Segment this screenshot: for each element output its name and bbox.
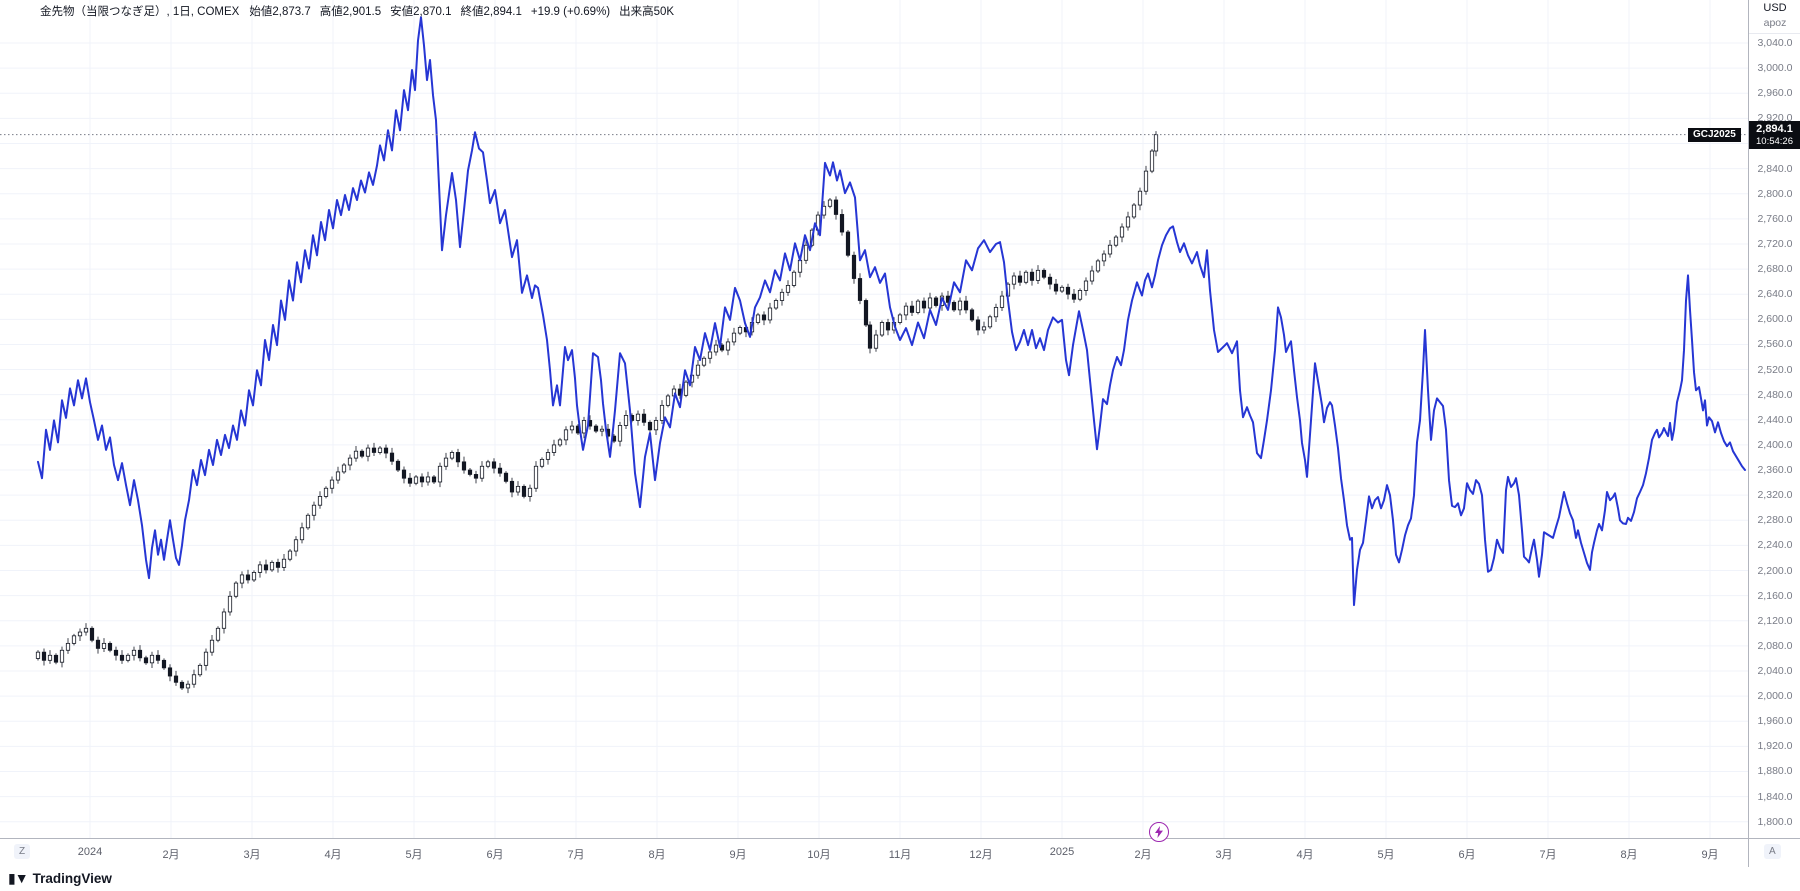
time-tick-label: 10月 [807, 849, 831, 861]
timezone-button[interactable]: Z [14, 844, 31, 859]
ohlc-item: 始値2,873.7 [249, 6, 311, 18]
price-tick-label: 2,560.0 [1757, 338, 1793, 351]
price-chart-plot[interactable] [0, 0, 1748, 838]
currency-label: USD [1763, 2, 1787, 14]
price-tick-label: 1,880.0 [1757, 765, 1793, 778]
symbol-legend[interactable]: 金先物（当限つなぎ足）, 1日, COMEX 始値2,873.7 高値2,901.5… [40, 3, 683, 19]
lightning-bolt-icon [1155, 826, 1163, 838]
ohlc-item: 安値2,870.1 [390, 6, 452, 18]
price-tick-label: 2,800.0 [1757, 187, 1793, 200]
event-lightning-icon[interactable] [1149, 822, 1169, 842]
price-tick-label: 2,240.0 [1757, 539, 1793, 552]
bar-countdown: 10:54:26 [1756, 135, 1793, 147]
time-tick-label: 7月 [1539, 849, 1557, 861]
price-tick-label: 2,840.0 [1757, 162, 1793, 175]
time-tick-label: 2025 [1049, 846, 1075, 858]
price-tick-label: 2,000.0 [1757, 690, 1793, 703]
axis-corner-divider [1748, 839, 1749, 867]
price-tick-label: 1,960.0 [1757, 715, 1793, 728]
time-tick-label: 9月 [1701, 849, 1719, 861]
last-price-label: 2,894.1 10:54:26 [1749, 120, 1800, 149]
price-tick-label: 2,160.0 [1757, 589, 1793, 602]
last-price-ticker-label: GCJ2025 [1688, 127, 1741, 142]
tradingview-wordmark: TradingView [32, 871, 112, 886]
price-tick-label: 2,440.0 [1757, 413, 1793, 426]
time-axis[interactable]: Z 2024 2月 3月 4月 5月 6月 7月 8月 9月 10月 11月 12月 2025 2月 3月 4… [0, 838, 1800, 867]
price-tick-label: 2,760.0 [1757, 212, 1793, 225]
price-tick-label: 2,600.0 [1757, 313, 1793, 326]
symbol-title[interactable]: 金先物（当限つなぎ足）, 1日, COMEX [40, 6, 240, 18]
unit-label: apoz [1763, 17, 1787, 29]
price-tick-label: 2,960.0 [1757, 87, 1793, 100]
time-tick-label: 6月 [486, 849, 504, 861]
ohlc-item: +19.9 (+0.69%) [530, 6, 611, 18]
time-tick-label: 4月 [324, 849, 342, 861]
price-tick-label: 2,080.0 [1757, 639, 1793, 652]
tradingview-mark-icon: ▮▼ [8, 870, 29, 886]
tradingview-logo[interactable]: ▮▼ TradingView [8, 870, 112, 887]
price-tick-label: 2,040.0 [1757, 665, 1793, 677]
price-tick-label: 2,480.0 [1757, 388, 1793, 401]
price-tick-label: 3,040.0 [1757, 37, 1793, 49]
price-tick-label: 2,200.0 [1757, 564, 1793, 577]
price-tick-label: 2,400.0 [1757, 438, 1793, 451]
time-tick-label: 11月 [888, 849, 912, 861]
time-tick-label: 5月 [1377, 849, 1395, 861]
price-tick-label: 2,120.0 [1757, 614, 1793, 627]
price-tick-label: 2,640.0 [1757, 288, 1793, 301]
price-tick-label: 2,320.0 [1757, 489, 1793, 502]
price-tick-label: 2,520.0 [1757, 363, 1793, 376]
price-tick-label: 1,840.0 [1757, 790, 1793, 803]
ohlc-item: 高値2,901.5 [319, 6, 382, 18]
last-price-value: 2,894.1 [1756, 122, 1793, 135]
time-tick-label: 12月 [969, 849, 993, 861]
time-tick-label: 9月 [729, 849, 747, 861]
price-tick-label: 2,280.0 [1757, 514, 1793, 527]
time-tick-label: 5月 [405, 849, 423, 861]
time-tick-label: 3月 [243, 849, 261, 861]
time-tick-label: 8月 [648, 849, 666, 861]
price-tick-label: 2,360.0 [1757, 464, 1793, 477]
time-tick-label: 8月 [1620, 849, 1638, 861]
ohlc-item: 終値2,894.1 [460, 6, 522, 18]
time-tick-label: 6月 [1458, 849, 1476, 861]
time-tick-label: 2024 [77, 846, 103, 858]
ohlc-item: 出来高50K [619, 6, 675, 18]
price-tick-label: 2,680.0 [1757, 263, 1793, 276]
time-tick-label: 7月 [567, 849, 585, 861]
price-tick-label: 3,000.0 [1757, 62, 1793, 75]
ohlc-values: 始値2,873.7 高値2,901.5 安値2,870.1 終値2,894.1 +19.… [249, 6, 683, 18]
time-tick-label: 2月 [1134, 849, 1152, 861]
price-tick-label: 2,720.0 [1757, 237, 1793, 250]
time-tick-label: 3月 [1215, 849, 1233, 861]
auto-scale-button[interactable]: A [1764, 844, 1781, 859]
price-tick-label: 1,800.0 [1757, 815, 1793, 828]
price-axis-unit: USD apoz [1749, 2, 1800, 34]
time-tick-label: 2月 [162, 849, 180, 861]
price-tick-label: 1,920.0 [1757, 740, 1793, 753]
time-tick-label: 4月 [1296, 849, 1314, 861]
